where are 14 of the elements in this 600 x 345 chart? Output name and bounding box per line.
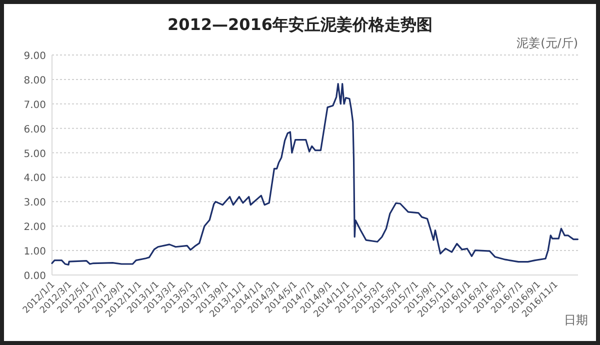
y-tick-label: 2.00 [24,222,46,234]
x-axis-title: 日期 [564,313,588,327]
y-tick-label: 3.00 [24,198,46,209]
chart-title: 2012—2016年安丘泥姜价格走势图 [167,15,433,34]
y-tick-label: 4.00 [24,173,46,184]
y-tick-label: 7.00 [24,100,46,111]
y-tick-label: 5.00 [24,148,46,160]
y-tick-label: 1.00 [24,246,46,258]
y-tick-label: 6.00 [24,124,46,136]
line-series [51,83,579,266]
y-axis-title: 泥姜(元/斤) [516,36,578,50]
y-tick-label: 0.00 [24,271,46,282]
y-tick-label: 8.00 [24,75,46,86]
y-tick-label: 9.00 [24,51,46,62]
